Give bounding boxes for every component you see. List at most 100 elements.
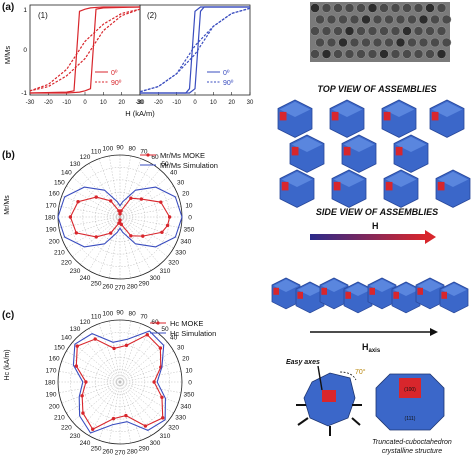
cube-top-face xyxy=(383,101,415,117)
polar-angle-label: 100 xyxy=(102,311,113,318)
particle-2-face-100 xyxy=(399,378,421,398)
cube-red-face xyxy=(393,291,399,299)
tem-particle xyxy=(425,49,435,59)
cube-top-face xyxy=(291,136,323,152)
side-view-particle xyxy=(343,281,373,314)
polar-angle-label: 330 xyxy=(175,415,186,422)
tem-particle xyxy=(338,14,348,25)
polar-angle-label: 150 xyxy=(54,345,65,352)
polar-angle-label: 170 xyxy=(46,202,57,209)
tem-particle xyxy=(402,3,412,13)
polar-data-point xyxy=(84,380,88,384)
polar-grid-spoke xyxy=(58,205,121,218)
tem-particle xyxy=(372,14,383,25)
top-view-particle xyxy=(393,134,429,173)
panel-a-ylabel: M/Ms xyxy=(3,46,12,65)
polar-data-point xyxy=(109,231,113,235)
polar-grid-spoke xyxy=(72,381,121,423)
face-111-label: (111) xyxy=(405,416,416,422)
polar-angle-label: 60 xyxy=(151,154,159,161)
tem-particle xyxy=(333,26,343,36)
polar-angle-label: 130 xyxy=(70,326,81,333)
polar-angle-label: 350 xyxy=(184,227,195,234)
polar-data-point xyxy=(129,234,133,238)
tem-particle xyxy=(436,3,447,13)
tem-particle xyxy=(326,37,337,48)
polar-data-point xyxy=(165,223,170,228)
hysteresis-2-90º-ascending xyxy=(139,7,251,93)
particle-1-face-100 xyxy=(322,390,336,402)
ytick-0: 0 xyxy=(23,47,27,54)
polar-data-point xyxy=(119,222,123,227)
polar-data-point xyxy=(124,413,128,418)
xtick-label: -10 xyxy=(172,100,181,106)
tem-particle xyxy=(344,49,355,59)
xtick-label: 20 xyxy=(228,100,235,106)
tem-particle xyxy=(372,37,383,48)
tem-particle xyxy=(407,37,417,48)
angle-label: 70° xyxy=(355,368,366,376)
polar-data-point xyxy=(124,343,129,348)
tem-particle xyxy=(413,49,424,59)
polar-angle-label: 230 xyxy=(70,433,81,440)
polar-angle-label: 160 xyxy=(49,191,60,198)
polar-grid-spoke xyxy=(79,169,121,218)
cube-top-face xyxy=(395,136,427,152)
polar-data-point xyxy=(76,200,80,204)
tem-particle xyxy=(441,14,452,25)
axis-stub-bl xyxy=(297,417,309,426)
xtick-label: 0 xyxy=(83,100,87,106)
polar-data-point xyxy=(109,199,113,203)
tem-particle xyxy=(402,26,412,36)
polar-angle-label: 60 xyxy=(151,319,159,326)
polar-angle-label: 290 xyxy=(139,280,150,287)
polar-data-point xyxy=(160,395,164,399)
h-arrow-shaft xyxy=(310,234,425,240)
polar-angle-label: 130 xyxy=(70,161,81,168)
cube-top-face xyxy=(279,101,311,117)
cube-red-face xyxy=(417,287,423,295)
polar-data-point xyxy=(145,333,149,337)
polar-data-point xyxy=(141,234,145,238)
tem-particle xyxy=(361,37,371,48)
polar-grid-spoke xyxy=(119,381,161,430)
tem-particle xyxy=(321,3,332,13)
xtick-label: -10 xyxy=(62,100,71,106)
crystal-structure-particle: (100) (111) Truncated-cuboctahedron crys… xyxy=(372,373,452,455)
polar-grid-spoke xyxy=(119,381,168,423)
tem-particle xyxy=(310,26,320,36)
cube-top-face xyxy=(321,279,347,292)
polar-grid-spoke xyxy=(61,360,121,383)
polar-angle-label: 210 xyxy=(54,415,65,422)
panel-c-label: (c) xyxy=(2,310,14,321)
tem-particle xyxy=(407,14,417,25)
polar-angle-label: 200 xyxy=(49,403,60,410)
cube-red-face xyxy=(273,287,279,295)
cube-top-face xyxy=(441,283,467,296)
polar-angle-label: 220 xyxy=(61,259,72,266)
polar-grid-spoke xyxy=(119,381,179,404)
tem-particle xyxy=(390,49,401,59)
tem-particle xyxy=(338,37,348,48)
panel-a-xticks: -30 -20 -10 0 10 20 30-30 -20 -10 0 10 20 30 xyxy=(26,92,254,106)
polar-grid-spoke xyxy=(119,216,179,239)
cube-top-face xyxy=(345,283,371,296)
polar-angle-label: 10 xyxy=(185,202,193,209)
tem-particle xyxy=(326,14,337,25)
tem-particle xyxy=(356,3,366,13)
polar-data-point xyxy=(94,195,98,199)
panel-c-ylabel: Hc (kA/m) xyxy=(4,349,11,380)
tem-particle xyxy=(356,49,366,59)
legend-marker-moke-b xyxy=(146,153,150,157)
tem-particle xyxy=(349,37,360,48)
subplot-1-label: (1) xyxy=(38,11,48,20)
polar-grid-spoke xyxy=(66,381,121,414)
tem-particle xyxy=(367,26,378,36)
cube-red-face xyxy=(291,146,299,156)
tem-particle xyxy=(356,26,366,36)
tem-particle xyxy=(395,37,406,48)
h-label: H xyxy=(372,221,379,231)
polar-angle-label: 70 xyxy=(140,149,148,156)
side-view-particle xyxy=(367,277,397,310)
